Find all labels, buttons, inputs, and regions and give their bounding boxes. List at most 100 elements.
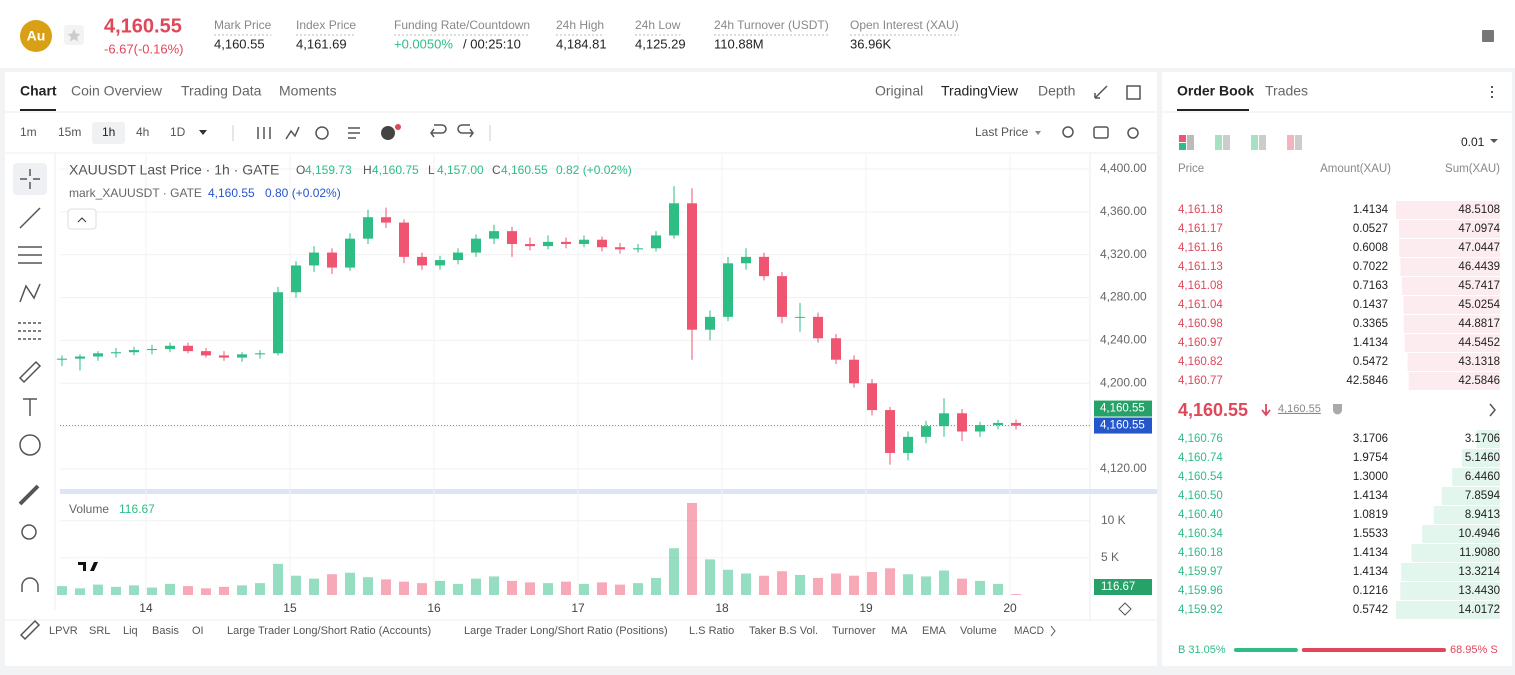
lock-tool[interactable]: [19, 619, 41, 641]
ruler-tool[interactable]: [18, 484, 40, 506]
chart-tab[interactable]: Moments: [279, 83, 337, 99]
settings[interactable]: [1127, 127, 1139, 139]
book-price: 4,161.18: [1178, 204, 1223, 216]
book-amount: 1.0819: [1353, 509, 1388, 521]
precision[interactable]: 0.01: [1461, 135, 1485, 149]
indicator[interactable]: Volume: [960, 625, 997, 637]
volume-bar: [651, 577, 662, 595]
volume-bar: [777, 571, 788, 595]
expand[interactable]: [1489, 403, 1496, 417]
candle-body: [470, 238, 481, 253]
volume-bar: [867, 571, 878, 595]
depth-bar: [1401, 563, 1500, 581]
stat-value: / 00:25:10: [463, 36, 521, 51]
templates[interactable]: [348, 127, 360, 139]
book-mode-asks[interactable]: [1251, 135, 1258, 150]
candle-body: [74, 356, 85, 359]
add-indicator[interactable]: [381, 126, 395, 140]
brush-tool[interactable]: [18, 360, 42, 384]
undo[interactable]: [430, 124, 447, 138]
search[interactable]: [1062, 126, 1074, 138]
chart-tab[interactable]: Coin Overview: [71, 83, 163, 99]
sell-bar: [1301, 648, 1446, 652]
indicator[interactable]: Taker B.S Vol.: [749, 625, 818, 637]
pattern-tool[interactable]: [19, 283, 41, 303]
indicator[interactable]: MA: [891, 625, 908, 637]
view-tab[interactable]: Original: [875, 83, 923, 99]
chart-tab[interactable]: Chart: [20, 83, 57, 99]
candle-body: [1011, 422, 1022, 426]
collapse-legend[interactable]: [67, 208, 97, 230]
indicator[interactable]: Large Trader Long/Short Ratio (Accounts): [227, 625, 431, 637]
indicator[interactable]: OI: [192, 625, 204, 637]
book-sum: 13.3214: [1458, 566, 1500, 578]
magnet-tool[interactable]: [21, 577, 39, 592]
redo[interactable]: [457, 124, 474, 138]
indicators[interactable]: [285, 126, 300, 140]
indicator[interactable]: Liq: [123, 625, 138, 637]
book-tab[interactable]: Trades: [1265, 83, 1308, 99]
book-sum: 43.1318: [1458, 356, 1500, 368]
indicator[interactable]: LPVR: [49, 625, 78, 637]
book-tab[interactable]: Order Book: [1177, 83, 1254, 99]
stat-label: Open Interest (XAU): [850, 18, 959, 32]
zoom-tool[interactable]: [21, 524, 37, 540]
book-amount: 42.5846: [1346, 375, 1388, 387]
settings-icon[interactable]: [1118, 602, 1132, 616]
volume-bar: [723, 569, 734, 595]
tool-active[interactable]: [13, 163, 47, 195]
candle-type[interactable]: [257, 127, 271, 139]
book-mode-bids[interactable]: [1215, 135, 1222, 150]
candle-body: [831, 338, 842, 360]
indicator[interactable]: L.S Ratio: [689, 625, 734, 637]
volume-bar: [705, 559, 716, 595]
view-tab[interactable]: TradingView: [941, 83, 1019, 99]
interval[interactable]: 1D: [170, 125, 186, 139]
fib-tool[interactable]: [18, 246, 42, 264]
scroll-right[interactable]: [1050, 625, 1056, 637]
depth-bar: [1452, 468, 1500, 486]
book-mode-both[interactable]: [1179, 135, 1186, 142]
indicator[interactable]: SRL: [89, 625, 110, 637]
projection-tool[interactable]: [18, 322, 42, 340]
crosshair-tool[interactable]: [20, 169, 40, 189]
header-bar: [0, 0, 1515, 68]
candle-body: [687, 203, 698, 330]
menu-icon[interactable]: [1482, 30, 1494, 42]
candle-body: [92, 353, 103, 357]
volume-bar: [759, 575, 770, 595]
book-price: 4,160.77: [1178, 375, 1223, 387]
book-sum: 6.4460: [1465, 471, 1500, 483]
window[interactable]: [1126, 85, 1141, 100]
price-source[interactable]: Last Price: [975, 125, 1029, 139]
fullscreen[interactable]: [1094, 85, 1108, 99]
buy-ratio: B 31.05%: [1178, 644, 1226, 656]
indicator[interactable]: MACD: [1014, 625, 1044, 637]
volume-bar: [975, 580, 986, 595]
book-mode-alt[interactable]: [1287, 135, 1294, 150]
book-price: 4,160.18: [1178, 547, 1223, 559]
book-amount: 0.6008: [1353, 242, 1388, 254]
text-tool[interactable]: [23, 398, 37, 416]
chart-tab[interactable]: Trading Data: [181, 83, 262, 99]
indicator[interactable]: Basis: [152, 625, 179, 637]
interval[interactable]: 1m: [20, 125, 37, 139]
volume-bar: [164, 583, 175, 595]
candle-body: [867, 383, 878, 411]
volume-bar: [56, 586, 67, 595]
line-tool[interactable]: [19, 207, 41, 229]
tv-logo: [76, 558, 104, 574]
volume-bar: [218, 586, 229, 595]
view-tab[interactable]: Depth: [1038, 83, 1075, 99]
indicator[interactable]: Large Trader Long/Short Ratio (Positions…: [464, 625, 668, 637]
indicator[interactable]: EMA: [922, 625, 947, 637]
screenshot[interactable]: [1093, 126, 1109, 139]
emoji-tool[interactable]: [19, 434, 41, 456]
indicator[interactable]: Turnover: [832, 625, 876, 637]
stat-value: +0.0050%: [394, 36, 453, 51]
interval[interactable]: 4h: [136, 125, 149, 139]
interval[interactable]: 15m: [58, 125, 81, 139]
interval[interactable]: 1h: [102, 125, 115, 139]
replay[interactable]: [315, 126, 329, 140]
